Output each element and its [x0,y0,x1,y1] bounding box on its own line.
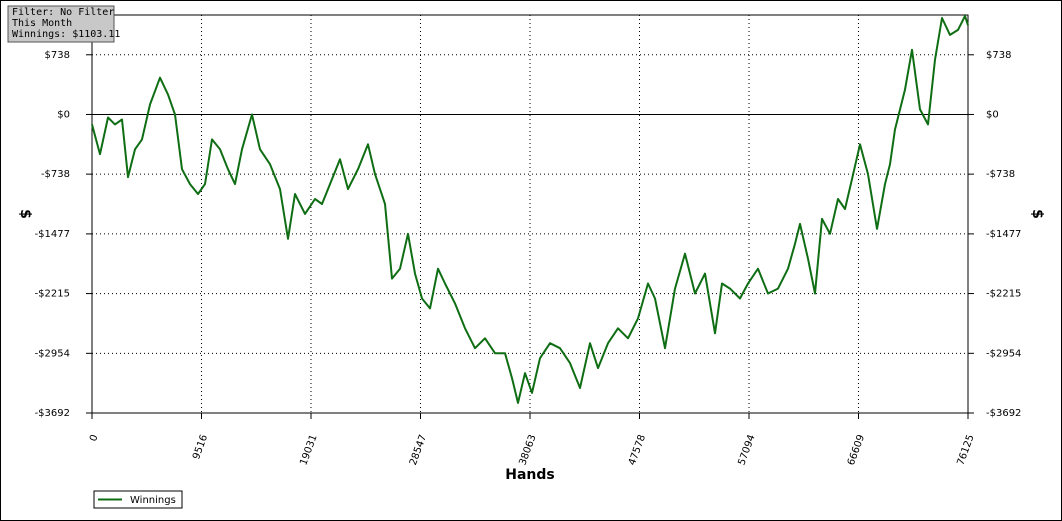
y2-tick-label: $738 [986,50,1011,61]
y-tick-label: -$2215 [35,289,70,300]
y-tick-label: -$3692 [35,408,70,419]
legend: Winnings [93,490,183,509]
x-axis-title: Hands [505,467,555,483]
y-tick-label: -$2954 [35,348,70,359]
y-tick-label: $0 [57,109,70,120]
legend-label: Winnings [130,495,176,506]
y2-tick-label: -$738 [986,169,1015,180]
series-line [91,15,969,404]
x-tick-label: 0 [88,433,101,443]
y2-tick-label: -$2215 [986,289,1021,300]
info-line: This Month [12,18,72,29]
y2-tick-label: -$2954 [986,348,1021,359]
y2-axis-title: $ [1029,209,1045,219]
info-box [7,5,115,43]
y2-tick-label: -$3692 [986,408,1021,419]
y-tick-label: -$738 [41,169,70,180]
info-line: Winnings: $1103.11 [12,29,120,40]
y-tick-label: $738 [45,50,70,61]
y-tick-label: -$1477 [35,229,70,240]
info-line: Filter: No Filter [12,7,114,18]
legend-box [93,490,183,509]
y2-tick-label: $0 [986,109,999,120]
y2-tick-label: -$1477 [986,229,1021,240]
y-axis-title: $ [17,209,33,219]
